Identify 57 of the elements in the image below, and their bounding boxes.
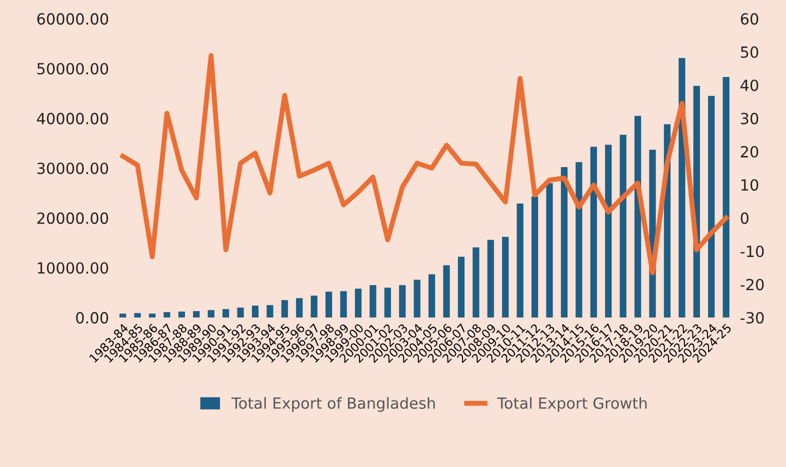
bar <box>208 310 214 318</box>
y2-tick-label: -10 <box>740 246 764 258</box>
y-tick-label: 30000.00 <box>37 162 108 174</box>
bar <box>722 76 730 318</box>
bar <box>237 308 244 318</box>
bar <box>708 96 715 318</box>
y2-tick-label: 60 <box>740 13 758 25</box>
line-series <box>120 53 729 276</box>
bar <box>384 288 391 318</box>
bar <box>472 247 480 318</box>
bar <box>399 285 406 318</box>
bar <box>193 311 200 318</box>
bar <box>134 313 141 318</box>
bar <box>546 183 553 318</box>
y2-tick-label: 50 <box>740 46 758 58</box>
y-tick-label: 20000.00 <box>37 212 108 224</box>
bar <box>576 162 582 318</box>
bar <box>590 146 597 318</box>
y2-tick-label: 0 <box>740 212 748 224</box>
y-tick-label: 40000.00 <box>36 112 108 124</box>
bar <box>281 300 288 318</box>
y-tick-label: 60000.00 <box>37 13 108 25</box>
bar <box>370 285 376 318</box>
y2-tick-label: 40 <box>740 80 758 92</box>
y-tick-label: 10000.00 <box>38 262 108 274</box>
bar <box>222 309 230 318</box>
bar <box>428 274 436 318</box>
y-tick-label: 50000.00 <box>37 62 108 75</box>
bar <box>516 203 524 318</box>
bar <box>443 265 450 318</box>
bar <box>164 312 170 318</box>
bar <box>266 305 274 318</box>
bar <box>458 256 465 318</box>
bar <box>325 292 332 318</box>
y2-tick-label: 30 <box>740 112 758 124</box>
y-tick-label: 0.00 <box>76 312 108 324</box>
bar <box>178 312 185 318</box>
y2-tick-label: 20 <box>740 146 758 158</box>
bar <box>252 306 259 318</box>
bar <box>560 167 568 318</box>
bar <box>310 296 318 318</box>
y2-tick-label: 10 <box>741 179 758 191</box>
y2-tick-label: -30 <box>740 312 764 324</box>
legend-label: Total Export of Bangladesh <box>231 397 435 412</box>
bar <box>340 291 347 318</box>
bar <box>620 134 626 318</box>
bar <box>354 288 362 318</box>
bar <box>296 298 303 318</box>
bar <box>502 236 509 318</box>
legend-label: Total Export Growth <box>497 397 647 412</box>
bar <box>148 314 156 318</box>
bar <box>414 280 420 318</box>
bar <box>605 144 612 318</box>
bar <box>531 196 538 318</box>
y2-tick-label: -20 <box>740 278 764 290</box>
bar <box>487 240 494 318</box>
bar <box>119 314 126 318</box>
